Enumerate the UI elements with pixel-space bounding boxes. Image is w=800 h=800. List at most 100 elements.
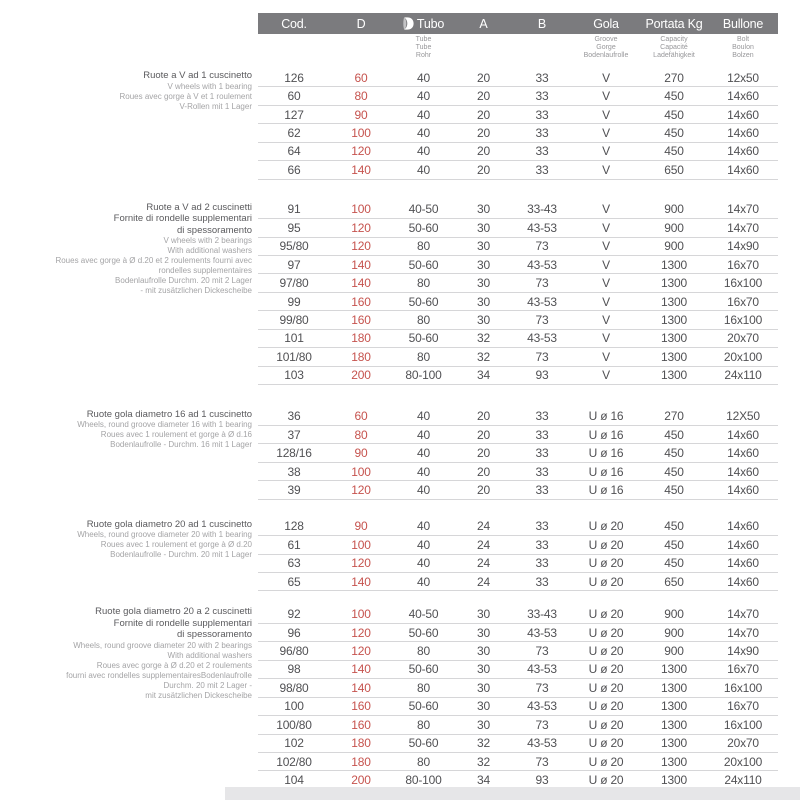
group-rows: 128 90 40 24 33 U ø 20 450 14x60 61 100 40 24 33 U ø …: [258, 518, 778, 592]
table-row: 99/80 160 80 30 73 V 1300 16x100: [258, 311, 778, 330]
column-header-tubo: Tubo: [392, 17, 455, 31]
column-sublabels-gola: Groove Gorge Bodenlaufrolle: [572, 36, 640, 63]
cell-b: 33: [535, 107, 549, 122]
cell-cod: 100: [284, 699, 304, 714]
cell-d: 80: [354, 89, 368, 104]
cell-d: 140: [351, 680, 371, 695]
cell-portata: 1300: [661, 754, 687, 769]
cell-d: 60: [354, 409, 368, 424]
column-header-cod: Cod.: [258, 17, 330, 31]
cell-d: 90: [354, 446, 368, 461]
cell-bullone: 14x70: [727, 202, 759, 217]
cell-cod: 38: [287, 464, 301, 479]
cell-d: 100: [351, 607, 371, 622]
column-sublabels-b: [512, 36, 572, 63]
cell-portata: 270: [664, 409, 684, 424]
cell-bullone: 14x60: [727, 464, 759, 479]
cell-d: 200: [351, 368, 371, 383]
cell-b: 43-53: [527, 331, 557, 346]
group-subtitle: Wheels, round groove diameter 20 with 1 …: [77, 530, 252, 540]
group-label: Ruote gola diametro 16 ad 1 cuscinetto Wh…: [0, 408, 258, 500]
cell-gola: U ø 20: [588, 537, 624, 552]
subheader-row: Tube Tube Rohr Groove Gorge Bodenlaufrolle Cap…: [258, 34, 778, 63]
cell-bullone: 14x60: [727, 427, 759, 442]
cell-bullone: 14x60: [727, 482, 759, 497]
cell-b: 33: [535, 482, 549, 497]
cell-bullone: 12X50: [726, 409, 760, 424]
cell-d: 160: [351, 294, 371, 309]
cell-b: 43-53: [527, 257, 557, 272]
cell-b: 33-43: [527, 607, 557, 622]
table-row: 38 100 40 20 33 U ø 16 450 14x60: [258, 463, 778, 482]
cell-d: 120: [351, 482, 371, 497]
column-header-label: Tubo: [416, 16, 445, 31]
cell-b: 43-53: [527, 220, 557, 235]
table-row: 100 160 50-60 30 43-53 U ø 20 1300 16x70: [258, 698, 778, 717]
cell-cod: 61: [287, 537, 301, 552]
column-header-label: Cod.: [281, 16, 307, 31]
cell-tubo: 40: [417, 482, 430, 497]
cell-d: 160: [351, 699, 371, 714]
cell-bullone: 16x100: [723, 680, 763, 695]
cell-tubo: 80: [417, 644, 430, 659]
group-label: Ruote gola diametro 20 a 2 cuscinetti For…: [0, 605, 258, 789]
cell-portata: 900: [664, 625, 684, 640]
cell-portata: 1300: [661, 294, 687, 309]
table-row: 91 100 40-50 30 33-43 V 900 14x70: [258, 201, 778, 220]
cell-d: 100: [351, 537, 371, 552]
cell-b: 33: [535, 464, 549, 479]
cell-portata: 1300: [661, 717, 687, 732]
cell-gola: U ø 16: [588, 427, 624, 442]
cell-portata: 1300: [661, 312, 687, 327]
cell-bullone: 16x70: [727, 294, 759, 309]
cell-portata: 450: [664, 107, 684, 122]
tube-icon: [403, 17, 414, 30]
cell-bullone: 20x100: [723, 349, 763, 364]
cell-tubo: 40: [417, 537, 430, 552]
group-subtitle: Wheels, round groove diameter 16 with 1 …: [77, 420, 252, 429]
cell-bullone: 14x70: [727, 220, 759, 235]
cell-portata: 1300: [661, 736, 687, 751]
cell-tubo: 50-60: [408, 662, 439, 677]
cell-tubo: 40: [417, 574, 430, 589]
cell-gola: V: [602, 276, 610, 291]
cell-cod: 98: [287, 662, 301, 677]
group-subtitle: rondelles supplementaires: [158, 266, 252, 276]
table-row: 63 120 40 24 33 U ø 20 450 14x60: [258, 555, 778, 573]
cell-a: 30: [477, 220, 490, 235]
group-subtitle: Roues avec gorge à V et 1 roulement: [119, 91, 252, 101]
cell-cod: 127: [284, 107, 304, 122]
cell-cod: 37: [287, 427, 301, 442]
cell-d: 80: [354, 427, 368, 442]
group-rows: 91 100 40-50 30 33-43 V 900 14x70 95 120 50-60 30 43…: [258, 201, 778, 385]
cell-d: 140: [351, 574, 371, 589]
table-row: 66 140 40 20 33 V 650 14x60: [258, 161, 778, 180]
table-row: 102/80 180 80 32 73 U ø 20 1300 20x100: [258, 753, 778, 772]
cell-gola: V: [602, 89, 610, 104]
cell-portata: 450: [664, 482, 684, 497]
cell-d: 100: [351, 464, 371, 479]
cell-gola: V: [602, 368, 610, 383]
cell-cod: 100/80: [276, 717, 312, 732]
table-row: 95 120 50-60 30 43-53 V 900 14x70: [258, 219, 778, 238]
column-sublabels-a: [455, 36, 512, 63]
group-label: Ruote a V ad 1 cuscinetto V wheels with 1…: [0, 69, 258, 180]
group-subtitle: V wheels with 2 bearings: [163, 236, 253, 246]
cell-gola: U ø 20: [588, 699, 624, 714]
group-title: Fornite di rondelle supplementari: [113, 617, 252, 629]
cell-bullone: 14x60: [727, 144, 759, 159]
cell-gola: V: [602, 220, 610, 235]
cell-a: 30: [477, 717, 490, 732]
cell-portata: 650: [664, 574, 684, 589]
cell-bullone: 14x90: [727, 239, 759, 254]
group-subtitle: V-Rollen mit 1 Lager: [179, 101, 252, 111]
cell-b: 33: [535, 89, 549, 104]
table-row: 65 140 40 24 33 U ø 20 650 14x60: [258, 573, 778, 592]
cell-portata: 450: [664, 427, 684, 442]
table-body: Ruote a V ad 1 cuscinetto V wheels with 1…: [0, 69, 778, 790]
cell-d: 180: [351, 736, 371, 751]
cell-a: 20: [477, 70, 490, 85]
cell-cod: 63: [287, 556, 301, 571]
column-sublabel: Bolt: [736, 36, 750, 43]
column-header-b: B: [512, 17, 572, 31]
